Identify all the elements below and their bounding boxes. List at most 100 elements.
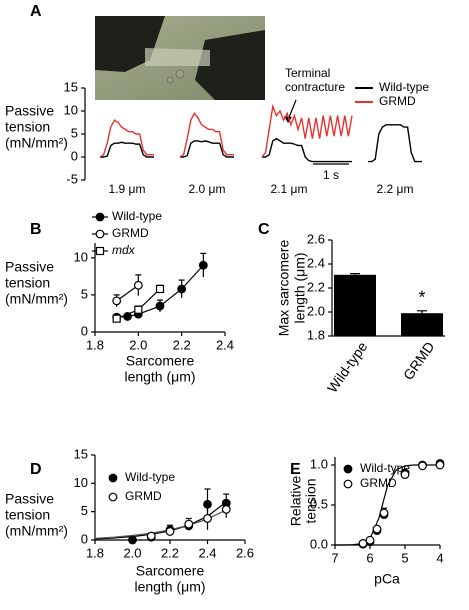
legend-label: mdx	[112, 243, 136, 257]
legend-label: Wild-type	[125, 470, 175, 484]
y-axis-label: tension	[5, 275, 50, 291]
x-tick-label: 2.0	[129, 337, 147, 352]
marker	[165, 527, 175, 536]
marker	[435, 460, 445, 470]
marker	[112, 296, 122, 306]
y-tick-label: -5	[66, 171, 78, 186]
legend-marker	[95, 229, 105, 239]
legend-marker	[108, 492, 118, 502]
marker	[418, 461, 427, 471]
marker	[372, 524, 382, 534]
marker	[155, 284, 165, 294]
y-axis-label: Passive	[5, 491, 54, 507]
legend-label: Wild-type	[112, 209, 162, 223]
x-axis-label: Sarcomere	[136, 563, 205, 579]
y-tick-label: 1.8	[307, 327, 325, 342]
legend-label: GRMD	[125, 489, 162, 503]
annotation: contracture	[285, 80, 345, 94]
y-axis-label: Max sarcomere	[276, 240, 292, 337]
arrow-head	[284, 116, 292, 123]
x-tick-label: 2.0	[123, 545, 141, 560]
panel-letter: B	[30, 221, 42, 238]
y-tick-label: 0.0	[310, 536, 328, 551]
y-axis-label: (mN/mm²)	[5, 523, 68, 539]
y-tick-label: 2.0	[307, 303, 325, 318]
x-tick-label: 2.2	[173, 337, 191, 352]
marker	[221, 505, 231, 514]
legend-label: Wild-type	[379, 80, 429, 94]
y-axis-label: Relative	[288, 476, 304, 527]
marker	[198, 260, 208, 270]
y-axis-label: tension	[303, 478, 319, 523]
marker	[400, 470, 410, 480]
y-axis-label: length (μm)	[292, 252, 308, 323]
legend-label: GRMD	[360, 476, 397, 490]
annotation-arrow	[287, 99, 297, 121]
panel-letter: E	[290, 461, 301, 478]
y-tick-label: 1.0	[310, 456, 328, 471]
legend-label: Wild-type	[360, 461, 410, 475]
y-tick-label: 5	[81, 286, 88, 301]
trace-line	[179, 112, 234, 158]
trace-label: 2.2 μm	[377, 182, 414, 196]
y-tick-label: 5	[81, 503, 88, 518]
y-tick-label: 15	[64, 79, 78, 94]
annotation: Terminal	[285, 66, 330, 80]
trace-line	[368, 124, 422, 163]
marker	[134, 305, 143, 314]
micrograph	[95, 16, 265, 100]
x-axis-label: Sarcomere	[126, 353, 195, 369]
legend-marker	[108, 473, 118, 483]
bar	[401, 313, 443, 336]
legend-label: GRMD	[379, 94, 416, 108]
marker	[112, 314, 121, 323]
trace-line	[261, 103, 353, 158]
x-tick-label: 5	[401, 550, 408, 565]
y-tick-label: 0	[81, 531, 88, 546]
trace-label: 1.9 μm	[109, 182, 146, 196]
y-tick-label: 0	[81, 323, 88, 338]
trace-label: 2.0 μm	[189, 182, 226, 196]
y-axis-label: (mN/mm²)	[5, 291, 68, 307]
panel-letter: C	[258, 221, 270, 238]
y-tick-label: 5	[71, 125, 78, 140]
x-tick-label: 1.8	[86, 545, 104, 560]
legend-marker	[95, 212, 105, 222]
x-axis-label: pCa	[374, 571, 400, 587]
marker	[133, 280, 143, 290]
panel-letter: A	[30, 3, 42, 20]
x-tick-label: 1.8	[86, 337, 104, 352]
y-axis-label: tension	[5, 119, 50, 135]
legend-marker	[343, 479, 353, 489]
marker	[146, 531, 156, 541]
y-axis-label: Passive	[5, 259, 54, 275]
x-tick-label: 2.4	[198, 545, 216, 560]
marker	[177, 284, 187, 294]
legend-marker	[95, 246, 105, 256]
x-axis-label: length (μm)	[124, 369, 195, 385]
marker	[155, 301, 165, 311]
x-tick-label: GRMD	[400, 339, 438, 383]
x-tick-label: Wild-type	[324, 339, 371, 396]
trace-line	[180, 140, 234, 158]
y-tick-label: 15	[74, 446, 88, 461]
y-tick-label: 10	[64, 102, 78, 117]
y-tick-label: 10	[74, 475, 88, 490]
marker	[184, 519, 194, 529]
y-tick-label: 2.2	[307, 279, 325, 294]
marker	[128, 535, 137, 545]
y-axis-label: (mN/mm²)	[5, 135, 68, 151]
trace-line	[99, 119, 154, 158]
bar	[334, 274, 376, 336]
y-tick-label: 2.4	[307, 255, 325, 270]
legend-label: GRMD	[112, 226, 149, 240]
x-tick-label: 4	[436, 550, 443, 565]
significance-mark: *	[418, 288, 425, 308]
scale-bar-label: 1 s	[323, 168, 339, 182]
x-tick-label: 2.4	[216, 337, 234, 352]
x-tick-label: 2.2	[161, 545, 179, 560]
trace-line	[262, 137, 352, 163]
x-axis-label: length (μm)	[134, 579, 205, 595]
y-tick-label: 0.5	[310, 496, 328, 511]
